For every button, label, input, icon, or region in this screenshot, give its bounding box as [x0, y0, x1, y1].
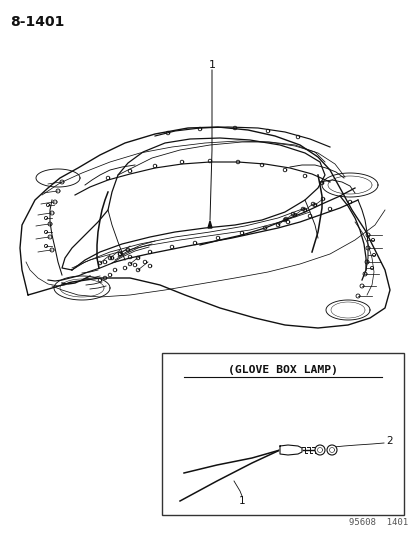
- Polygon shape: [296, 135, 299, 139]
- Polygon shape: [359, 284, 363, 288]
- Polygon shape: [319, 181, 323, 185]
- Polygon shape: [308, 214, 311, 218]
- Polygon shape: [236, 160, 239, 164]
- Polygon shape: [48, 235, 52, 239]
- Bar: [161, 353, 403, 515]
- Polygon shape: [143, 260, 147, 264]
- Polygon shape: [285, 220, 289, 224]
- Polygon shape: [166, 131, 169, 135]
- Polygon shape: [365, 246, 369, 250]
- Polygon shape: [126, 248, 130, 252]
- Polygon shape: [193, 241, 196, 245]
- Polygon shape: [302, 208, 306, 212]
- Polygon shape: [313, 203, 316, 207]
- Polygon shape: [118, 252, 121, 256]
- Text: 1: 1: [208, 60, 215, 70]
- Text: 1: 1: [238, 496, 245, 506]
- Circle shape: [314, 445, 324, 455]
- Polygon shape: [48, 222, 52, 226]
- Polygon shape: [362, 272, 366, 276]
- Polygon shape: [110, 256, 114, 260]
- Polygon shape: [290, 212, 294, 216]
- Polygon shape: [180, 160, 183, 164]
- Polygon shape: [372, 253, 375, 256]
- Text: 95608  1401: 95608 1401: [348, 518, 407, 527]
- Polygon shape: [370, 266, 373, 270]
- Polygon shape: [50, 248, 54, 252]
- Polygon shape: [170, 245, 173, 249]
- Polygon shape: [260, 163, 263, 167]
- Polygon shape: [148, 264, 152, 268]
- Polygon shape: [60, 180, 64, 184]
- Polygon shape: [44, 245, 47, 248]
- Polygon shape: [198, 127, 201, 131]
- Polygon shape: [53, 200, 57, 204]
- Polygon shape: [44, 216, 47, 220]
- Polygon shape: [98, 278, 102, 282]
- Polygon shape: [46, 204, 50, 207]
- Polygon shape: [136, 268, 140, 272]
- Polygon shape: [56, 189, 60, 193]
- Polygon shape: [98, 261, 102, 265]
- Polygon shape: [263, 226, 266, 230]
- Polygon shape: [103, 260, 107, 264]
- Polygon shape: [284, 217, 287, 221]
- Polygon shape: [128, 262, 131, 266]
- Text: 8-1401: 8-1401: [10, 15, 64, 29]
- Polygon shape: [233, 126, 236, 130]
- Polygon shape: [153, 164, 157, 168]
- Polygon shape: [113, 268, 116, 272]
- Polygon shape: [103, 276, 107, 280]
- Polygon shape: [148, 250, 152, 254]
- Polygon shape: [123, 266, 126, 270]
- Polygon shape: [328, 207, 331, 211]
- Polygon shape: [282, 218, 286, 222]
- Text: 2: 2: [386, 436, 392, 446]
- Polygon shape: [282, 168, 286, 172]
- Polygon shape: [347, 200, 351, 204]
- Polygon shape: [108, 256, 112, 260]
- Polygon shape: [128, 255, 131, 259]
- Polygon shape: [106, 176, 109, 180]
- Polygon shape: [266, 129, 269, 133]
- Polygon shape: [214, 479, 218, 483]
- Polygon shape: [108, 273, 112, 277]
- Polygon shape: [370, 238, 374, 241]
- Polygon shape: [208, 159, 211, 163]
- Polygon shape: [118, 252, 121, 256]
- Circle shape: [326, 445, 336, 455]
- Polygon shape: [311, 202, 314, 206]
- Polygon shape: [240, 231, 243, 235]
- Polygon shape: [216, 236, 219, 240]
- Polygon shape: [44, 230, 47, 233]
- Polygon shape: [133, 263, 136, 267]
- Polygon shape: [292, 213, 296, 217]
- Polygon shape: [275, 223, 279, 227]
- Polygon shape: [50, 211, 54, 215]
- Polygon shape: [365, 233, 369, 237]
- Polygon shape: [355, 294, 359, 298]
- Polygon shape: [364, 260, 368, 264]
- Polygon shape: [301, 207, 304, 211]
- Polygon shape: [136, 256, 140, 260]
- Text: (GLOVE BOX LAMP): (GLOVE BOX LAMP): [228, 365, 337, 375]
- Polygon shape: [128, 169, 131, 173]
- Polygon shape: [302, 174, 306, 178]
- Polygon shape: [320, 197, 324, 201]
- Polygon shape: [207, 221, 211, 228]
- Polygon shape: [279, 445, 301, 455]
